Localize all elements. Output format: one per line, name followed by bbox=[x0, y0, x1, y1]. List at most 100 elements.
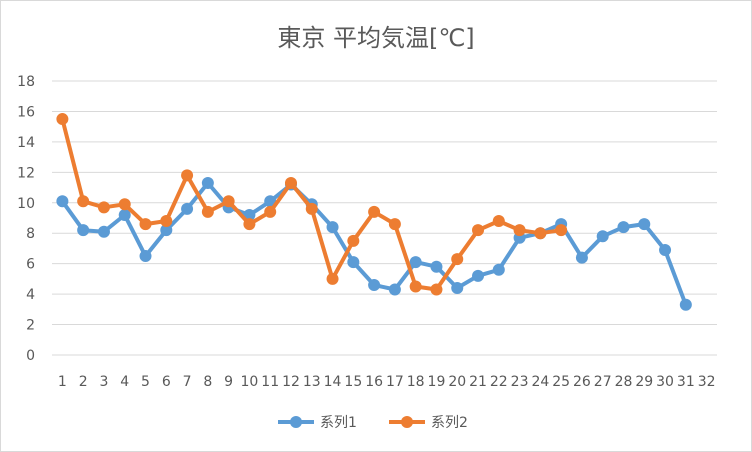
series-1-point[interactable] bbox=[575, 251, 588, 264]
series-1-point[interactable] bbox=[430, 260, 443, 273]
legend: 系列1 系列2 bbox=[278, 415, 468, 431]
series-1-point[interactable] bbox=[451, 282, 464, 295]
y-tick-label: 16 bbox=[17, 104, 35, 120]
x-tick-label: 15 bbox=[344, 374, 362, 390]
series-1-point[interactable] bbox=[388, 283, 401, 296]
series-layer bbox=[56, 113, 692, 311]
y-tick-label: 10 bbox=[17, 196, 35, 212]
series-2-point[interactable] bbox=[555, 224, 568, 237]
series-1-point[interactable] bbox=[326, 221, 339, 234]
series-2-point[interactable] bbox=[472, 224, 485, 237]
series-2-point[interactable] bbox=[97, 201, 110, 214]
y-tick-label: 6 bbox=[26, 257, 35, 273]
x-tick-label: 26 bbox=[573, 374, 591, 390]
legend-item-series-1[interactable]: 系列1 bbox=[278, 415, 357, 431]
y-tick-label: 0 bbox=[26, 348, 35, 364]
series-2-point[interactable] bbox=[305, 202, 318, 215]
y-tick-label: 2 bbox=[26, 318, 35, 334]
series-2-point[interactable] bbox=[326, 272, 339, 285]
x-tick-label: 11 bbox=[261, 374, 279, 390]
x-tick-label: 9 bbox=[224, 374, 233, 390]
series-1-point[interactable] bbox=[97, 225, 110, 238]
series-1 bbox=[56, 176, 692, 311]
series-1-point[interactable] bbox=[160, 224, 173, 237]
series-1-point[interactable] bbox=[347, 256, 360, 269]
x-tick-label: 7 bbox=[183, 374, 192, 390]
x-tick-label: 22 bbox=[490, 374, 508, 390]
series-1-point[interactable] bbox=[181, 202, 194, 215]
x-tick-label: 30 bbox=[656, 374, 674, 390]
x-tick-label: 19 bbox=[428, 374, 446, 390]
x-tick-label: 10 bbox=[241, 374, 259, 390]
x-tick-label: 2 bbox=[79, 374, 88, 390]
x-tick-label: 18 bbox=[407, 374, 425, 390]
series-1-point[interactable] bbox=[638, 218, 651, 231]
legend-item-series-2[interactable]: 系列2 bbox=[389, 415, 468, 431]
series-2-point[interactable] bbox=[492, 215, 505, 228]
chart-title: 東京 平均気温[℃] bbox=[277, 24, 474, 52]
series-2-point[interactable] bbox=[222, 195, 235, 208]
y-tick-label: 12 bbox=[17, 165, 35, 181]
y-tick-label: 4 bbox=[26, 287, 35, 303]
series-2-point[interactable] bbox=[160, 215, 173, 228]
series-1-point[interactable] bbox=[139, 250, 152, 263]
x-tick-label: 16 bbox=[365, 374, 383, 390]
series-1-point[interactable] bbox=[492, 263, 505, 276]
x-tick-label: 23 bbox=[511, 374, 529, 390]
x-tick-label: 4 bbox=[120, 374, 129, 390]
series-2-point[interactable] bbox=[139, 218, 152, 231]
series-2-point[interactable] bbox=[243, 218, 256, 231]
y-tick-label: 14 bbox=[17, 135, 35, 151]
legend-series-1-marker bbox=[290, 416, 302, 428]
x-tick-label: 12 bbox=[282, 374, 300, 390]
x-tick-label: 28 bbox=[615, 374, 633, 390]
series-1-point[interactable] bbox=[409, 256, 422, 269]
series-2-point[interactable] bbox=[368, 205, 381, 218]
series-2-point[interactable] bbox=[56, 113, 69, 126]
x-tick-label: 27 bbox=[594, 374, 612, 390]
series-1-point[interactable] bbox=[368, 278, 381, 291]
x-tick-label: 20 bbox=[448, 374, 466, 390]
series-1-point[interactable] bbox=[596, 230, 609, 243]
series-2 bbox=[56, 113, 568, 296]
series-1-point[interactable] bbox=[201, 176, 214, 189]
y-tick-label: 18 bbox=[17, 74, 35, 90]
series-2-point[interactable] bbox=[118, 198, 131, 211]
series-1-point[interactable] bbox=[679, 298, 692, 311]
series-2-point[interactable] bbox=[513, 224, 526, 237]
x-tick-label: 17 bbox=[386, 374, 404, 390]
series-2-point[interactable] bbox=[284, 176, 297, 189]
series-1-point[interactable] bbox=[617, 221, 630, 234]
series-1-point[interactable] bbox=[659, 243, 672, 256]
x-tick-label: 21 bbox=[469, 374, 487, 390]
x-tick-label: 8 bbox=[203, 374, 212, 390]
series-1-point[interactable] bbox=[77, 224, 90, 237]
series-2-point[interactable] bbox=[347, 234, 360, 247]
x-tick-label: 3 bbox=[99, 374, 108, 390]
x-tick-label: 13 bbox=[303, 374, 321, 390]
series-1-point[interactable] bbox=[472, 269, 485, 282]
series-2-point[interactable] bbox=[181, 169, 194, 182]
x-tick-label: 5 bbox=[141, 374, 150, 390]
series-2-point[interactable] bbox=[201, 205, 214, 218]
series-2-point[interactable] bbox=[430, 283, 443, 296]
y-tick-label: 8 bbox=[26, 226, 35, 242]
series-2-point[interactable] bbox=[77, 195, 90, 208]
x-tick-label: 32 bbox=[698, 374, 716, 390]
x-tick-label: 25 bbox=[552, 374, 570, 390]
series-2-point[interactable] bbox=[264, 205, 277, 218]
legend-series-2-label: 系列2 bbox=[431, 415, 468, 431]
series-1-point[interactable] bbox=[264, 195, 277, 208]
series-1-point[interactable] bbox=[118, 208, 131, 221]
series-2-point[interactable] bbox=[451, 253, 464, 266]
legend-series-2-marker bbox=[401, 416, 413, 428]
series-2-point[interactable] bbox=[534, 227, 547, 240]
series-1-point[interactable] bbox=[56, 195, 69, 208]
x-tick-label: 6 bbox=[162, 374, 171, 390]
series-2-point[interactable] bbox=[409, 280, 422, 293]
x-tick-label: 1 bbox=[58, 374, 67, 390]
series-2-point[interactable] bbox=[388, 218, 401, 231]
